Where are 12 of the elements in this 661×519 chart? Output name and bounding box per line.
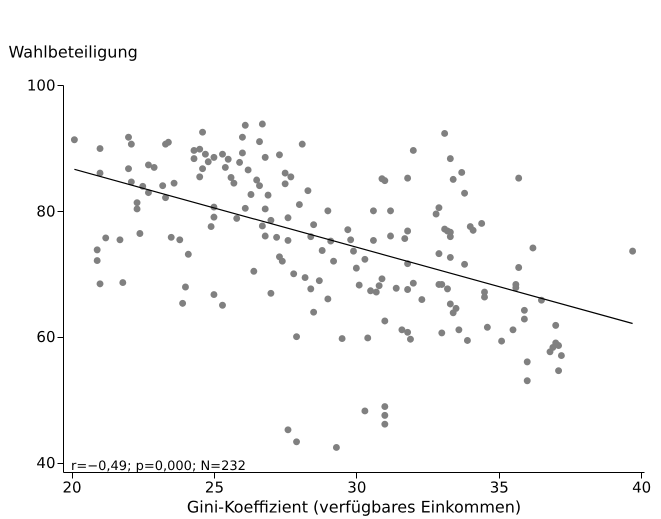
annotation: r=−0,49; p=0,000; N=232 xyxy=(71,459,246,474)
x-tick-label: 30 xyxy=(347,478,366,496)
y-tick-label: 80 xyxy=(36,202,56,220)
y-axis-title: Wahlbeteiligung xyxy=(8,42,138,62)
x-tick-label: 20 xyxy=(62,478,82,496)
y-tick-label: 60 xyxy=(36,328,56,346)
x-tick-label: 40 xyxy=(632,478,652,496)
x-tick-label: 25 xyxy=(204,478,224,496)
y-tick-label: 40 xyxy=(36,454,56,472)
x-tick-label: 35 xyxy=(490,478,509,496)
x-axis-title: Gini-Koeffizient (verfügbares Einkommen) xyxy=(186,498,522,516)
y-tick-label: 100 xyxy=(26,76,56,94)
